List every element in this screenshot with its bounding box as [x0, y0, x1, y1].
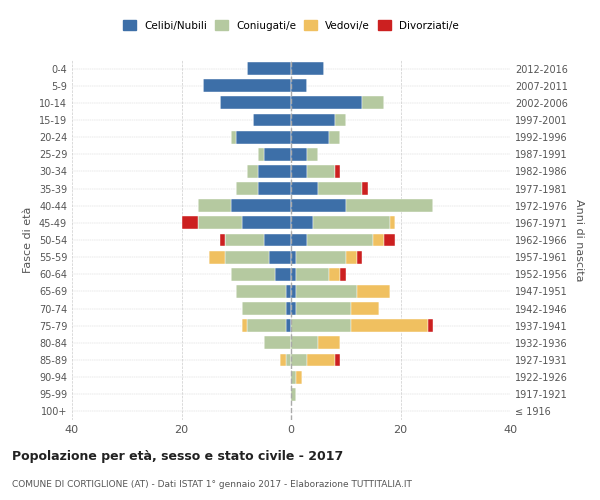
Bar — [236, 182, 258, 195]
Bar — [307, 354, 335, 366]
Bar — [258, 182, 291, 195]
Bar — [182, 216, 198, 230]
Bar — [286, 302, 291, 315]
Text: COMUNE DI CORTIGLIONE (AT) - Dati ISTAT 1° gennaio 2017 - Elaborazione TUTTITALI: COMUNE DI CORTIGLIONE (AT) - Dati ISTAT … — [12, 480, 412, 489]
Bar — [236, 285, 286, 298]
Bar — [258, 148, 263, 160]
Bar — [280, 354, 286, 366]
Bar — [340, 268, 346, 280]
Bar — [263, 148, 291, 160]
Bar — [335, 165, 340, 178]
Bar — [351, 320, 428, 332]
Bar — [291, 354, 307, 366]
Bar — [291, 62, 324, 75]
Bar — [258, 165, 291, 178]
Bar — [291, 285, 296, 298]
Bar — [247, 165, 258, 178]
Bar — [346, 200, 433, 212]
Bar — [389, 216, 395, 230]
Bar — [291, 216, 313, 230]
Bar — [296, 302, 351, 315]
Bar — [291, 302, 296, 315]
Bar — [373, 234, 384, 246]
Bar — [242, 302, 286, 315]
Bar — [319, 336, 340, 349]
Y-axis label: Anni di nascita: Anni di nascita — [574, 198, 584, 281]
Bar — [242, 216, 291, 230]
Bar — [362, 182, 368, 195]
Bar — [335, 114, 346, 126]
Bar — [291, 96, 362, 110]
Bar — [362, 96, 384, 110]
Bar — [286, 320, 291, 332]
Bar — [242, 320, 247, 332]
Bar — [428, 320, 433, 332]
Bar — [384, 234, 395, 246]
Bar — [231, 268, 275, 280]
Bar — [198, 200, 231, 212]
Bar — [291, 114, 335, 126]
Bar — [329, 130, 340, 143]
Bar — [286, 354, 291, 366]
Bar — [291, 250, 296, 264]
Bar — [226, 250, 269, 264]
Bar — [231, 130, 236, 143]
Bar — [203, 80, 291, 92]
Bar — [307, 165, 335, 178]
Bar — [291, 320, 351, 332]
Bar — [231, 200, 291, 212]
Bar — [291, 234, 307, 246]
Bar — [198, 216, 242, 230]
Bar — [346, 250, 356, 264]
Bar — [291, 130, 329, 143]
Bar — [269, 250, 291, 264]
Bar — [226, 234, 263, 246]
Bar — [291, 336, 319, 349]
Bar — [356, 250, 362, 264]
Bar — [220, 96, 291, 110]
Bar — [335, 354, 340, 366]
Bar — [296, 250, 346, 264]
Bar — [291, 80, 307, 92]
Y-axis label: Fasce di età: Fasce di età — [23, 207, 33, 273]
Bar — [296, 285, 357, 298]
Bar — [351, 302, 379, 315]
Bar — [263, 336, 291, 349]
Bar — [291, 200, 346, 212]
Bar — [356, 285, 389, 298]
Bar — [220, 234, 226, 246]
Bar — [313, 216, 389, 230]
Bar — [319, 182, 362, 195]
Bar — [247, 320, 286, 332]
Bar — [247, 62, 291, 75]
Bar — [263, 234, 291, 246]
Bar — [209, 250, 226, 264]
Text: Popolazione per età, sesso e stato civile - 2017: Popolazione per età, sesso e stato civil… — [12, 450, 343, 463]
Bar — [291, 268, 296, 280]
Bar — [307, 148, 319, 160]
Bar — [291, 388, 296, 400]
Bar — [291, 165, 307, 178]
Bar — [329, 268, 340, 280]
Bar — [286, 285, 291, 298]
Bar — [296, 370, 302, 384]
Bar — [253, 114, 291, 126]
Bar — [275, 268, 291, 280]
Bar — [291, 182, 319, 195]
Bar — [291, 370, 296, 384]
Legend: Celibi/Nubili, Coniugati/e, Vedovi/e, Divorziati/e: Celibi/Nubili, Coniugati/e, Vedovi/e, Di… — [121, 18, 461, 33]
Bar — [296, 268, 329, 280]
Bar — [307, 234, 373, 246]
Bar — [236, 130, 291, 143]
Bar — [291, 148, 307, 160]
